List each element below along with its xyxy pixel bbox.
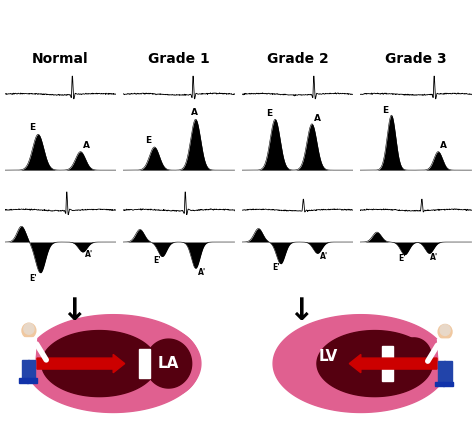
Text: A': A' <box>319 252 328 261</box>
Circle shape <box>24 323 34 334</box>
Polygon shape <box>26 315 201 412</box>
Polygon shape <box>22 360 29 378</box>
FancyArrow shape <box>349 354 437 373</box>
Text: LV: LV <box>319 349 338 364</box>
Text: A': A' <box>198 268 206 277</box>
Polygon shape <box>150 246 211 278</box>
Circle shape <box>438 324 452 339</box>
Text: E': E' <box>272 263 280 272</box>
Text: ↓: ↓ <box>61 297 86 326</box>
Text: Grade 3: Grade 3 <box>385 52 447 66</box>
Polygon shape <box>444 361 452 382</box>
Text: A': A' <box>430 253 438 262</box>
Polygon shape <box>28 360 35 378</box>
Polygon shape <box>146 339 191 388</box>
Polygon shape <box>438 339 453 361</box>
Text: A: A <box>191 108 198 117</box>
Polygon shape <box>382 347 393 381</box>
Circle shape <box>22 323 36 338</box>
Polygon shape <box>263 246 324 278</box>
Text: E': E' <box>29 274 37 283</box>
Text: E: E <box>29 123 36 132</box>
Polygon shape <box>137 331 200 396</box>
Polygon shape <box>138 349 150 378</box>
Text: Grade 1: Grade 1 <box>148 52 210 66</box>
Text: LA: LA <box>158 356 179 371</box>
Text: A': A' <box>85 251 93 260</box>
Text: E': E' <box>153 256 161 265</box>
Text: Normal: Normal <box>32 52 89 66</box>
Text: A: A <box>83 141 90 150</box>
Text: E: E <box>266 109 273 118</box>
Polygon shape <box>18 378 28 383</box>
Polygon shape <box>27 378 37 383</box>
Polygon shape <box>389 329 439 383</box>
FancyArrow shape <box>37 354 125 373</box>
Polygon shape <box>273 315 448 412</box>
Circle shape <box>440 325 450 335</box>
Polygon shape <box>397 338 431 375</box>
Polygon shape <box>21 338 36 360</box>
Text: A: A <box>440 141 447 150</box>
Text: A: A <box>314 114 321 123</box>
Text: E: E <box>383 106 389 115</box>
Text: ↓: ↓ <box>288 297 314 326</box>
Text: E': E' <box>398 254 406 263</box>
Polygon shape <box>438 361 445 382</box>
Text: Grade 2: Grade 2 <box>266 52 328 66</box>
Polygon shape <box>42 331 157 396</box>
Polygon shape <box>443 382 453 387</box>
Polygon shape <box>317 331 432 396</box>
Polygon shape <box>435 382 444 387</box>
Text: E: E <box>146 136 152 145</box>
